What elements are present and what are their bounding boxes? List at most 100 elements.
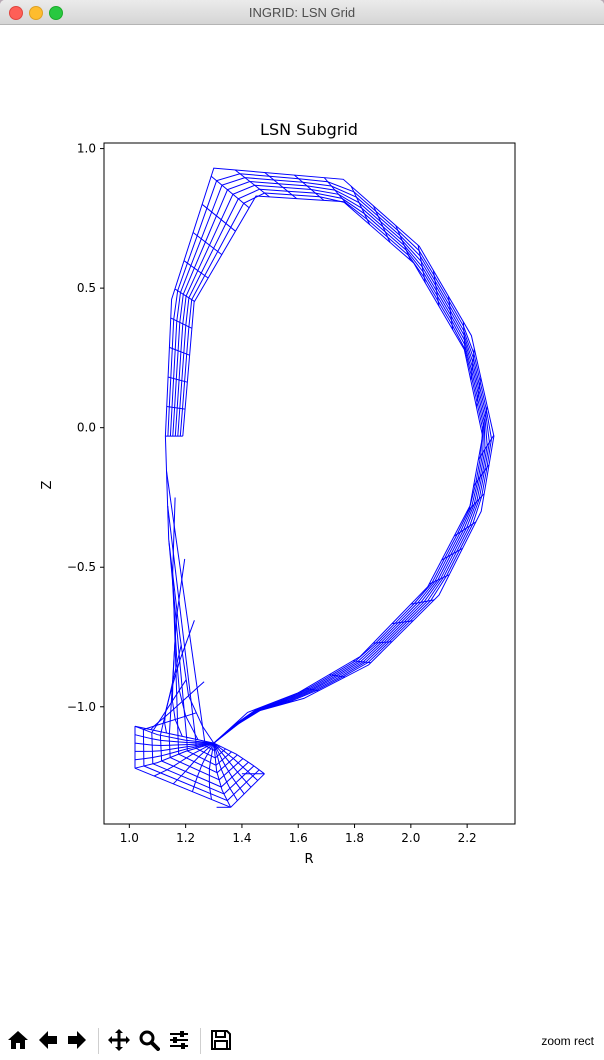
grid-mesh-line [234, 169, 270, 198]
x-tick-label: 1.2 [176, 831, 195, 845]
grid-mesh-line [481, 406, 488, 433]
grid-mesh-line [169, 346, 190, 356]
toolbar-separator [200, 1028, 201, 1054]
grid-mesh-line [167, 173, 493, 744]
grid-mesh-line [150, 681, 205, 731]
grid-mesh-line [466, 493, 485, 513]
grid-mesh-line [134, 767, 231, 808]
grid-mesh-line [135, 742, 214, 752]
y-tick-label: −0.5 [67, 560, 96, 574]
home-icon [8, 1031, 28, 1049]
move-icon [108, 1029, 130, 1051]
grid-mesh-line [166, 406, 186, 410]
grid-mesh-line [192, 232, 223, 255]
grid-mesh-line [134, 734, 214, 744]
grid-mesh-line [167, 376, 188, 383]
grid-mesh-line [417, 245, 426, 283]
grid-mesh-line [280, 698, 292, 703]
back-button[interactable] [35, 1026, 61, 1054]
close-window-button[interactable] [9, 6, 23, 20]
grid-mesh-line [373, 205, 391, 243]
grid-mesh-line [204, 745, 215, 751]
grid-mesh-line [329, 674, 346, 678]
x-tick-label: 1.4 [232, 831, 251, 845]
grid-mesh-line [230, 773, 265, 808]
floppy-disk-icon [211, 1030, 231, 1050]
grid-mesh-line [134, 742, 214, 747]
magnifier-icon [139, 1030, 160, 1051]
y-axis-ticks: 1.0 0.5 0.0 −0.5 −1.0 [67, 142, 104, 714]
grid-mesh-line [179, 192, 484, 744]
grid-mesh-line [462, 321, 466, 354]
grid-mesh-line [373, 641, 393, 644]
grid-mesh-line [208, 743, 215, 800]
sliders-icon [170, 1031, 188, 1049]
x-tick-label: 2.0 [401, 831, 420, 845]
grid-mesh-line [142, 729, 145, 767]
title-bar[interactable]: INGRID: LSN Grid [0, 0, 604, 25]
lsn-subgrid-plot[interactable]: 1.0 1.2 1.4 1.6 1.8 2.0 2.2 1.00.50.0−0.5−1.0 … [0, 25, 604, 1020]
grid-mesh-line [447, 296, 454, 330]
figure-canvas[interactable]: 1.0 1.2 1.4 1.6 1.8 2.0 2.2 1.0 0.5 0.0 −0.5 −1.0 … [0, 25, 604, 1020]
grid-mesh-line [213, 742, 252, 788]
save-button[interactable] [208, 1026, 234, 1054]
arrow-left-icon [39, 1031, 57, 1049]
x-axis-label: R [304, 852, 313, 867]
grid-mesh-line [177, 738, 180, 755]
minimize-window-button[interactable] [29, 6, 43, 20]
series-layer [134, 167, 495, 808]
grid-boundary-line [213, 743, 232, 808]
grid-mesh-line [214, 748, 226, 759]
grid-mesh-line [294, 174, 325, 201]
grid-mesh-line [183, 260, 209, 279]
grid-mesh-line [167, 505, 197, 742]
forward-button[interactable] [64, 1026, 90, 1054]
grid-mesh-line [177, 188, 485, 744]
grid-boundary-line [134, 742, 214, 769]
grid-mesh-line [214, 745, 221, 751]
maximize-window-button[interactable] [49, 6, 63, 20]
grid-boundary-line [164, 436, 215, 744]
grid-mesh-line [153, 742, 215, 777]
window-title: INGRID: LSN Grid [248, 5, 356, 20]
y-tick-label: 1.0 [77, 142, 96, 156]
grid-mesh-line [323, 177, 350, 208]
y-tick-label: −1.0 [67, 700, 96, 714]
navigation-toolbar: zoom rect [0, 1022, 604, 1060]
grid-mesh-line [410, 599, 435, 605]
grid-mesh-line [392, 620, 414, 625]
grid-mesh-line [350, 186, 371, 225]
grid-mesh-line [159, 644, 182, 736]
grid-boundary-line [213, 742, 265, 775]
grid-mesh-line [134, 725, 214, 744]
grid-mesh [134, 169, 495, 808]
grid-mesh-line [134, 742, 214, 761]
grid-mesh-line [195, 747, 216, 759]
grid-mesh-line [168, 736, 171, 758]
zoom-button[interactable] [136, 1026, 162, 1054]
grid-mesh-line [213, 742, 245, 795]
grid-mesh-line [187, 750, 217, 766]
home-button[interactable] [5, 1026, 31, 1054]
grid-mesh-line [453, 521, 477, 537]
grid-mesh-line [172, 742, 215, 785]
grid-mesh-line [168, 540, 188, 741]
configure-subplots-button[interactable] [166, 1026, 192, 1054]
grid-mesh-line [159, 735, 163, 762]
grid-mesh-line [216, 754, 238, 774]
grid-mesh-line [473, 464, 490, 487]
grid-mesh-line [218, 758, 244, 781]
x-axis-ticks: 1.0 1.2 1.4 1.6 1.8 2.0 2.2 [120, 824, 477, 845]
grid-mesh-line [168, 610, 178, 738]
toolbar-mode-message: zoom rect [541, 1034, 594, 1048]
y-tick-label: 0.5 [77, 281, 96, 295]
grid-mesh-line [470, 348, 475, 381]
grid-mesh-line [151, 679, 187, 733]
pan-button[interactable] [106, 1026, 132, 1054]
grid-mesh-line [143, 712, 197, 730]
grid-mesh-line [161, 760, 222, 788]
grid-mesh-line [432, 270, 440, 307]
grid-boundary-line [134, 725, 214, 744]
grid-mesh-line [475, 377, 482, 407]
